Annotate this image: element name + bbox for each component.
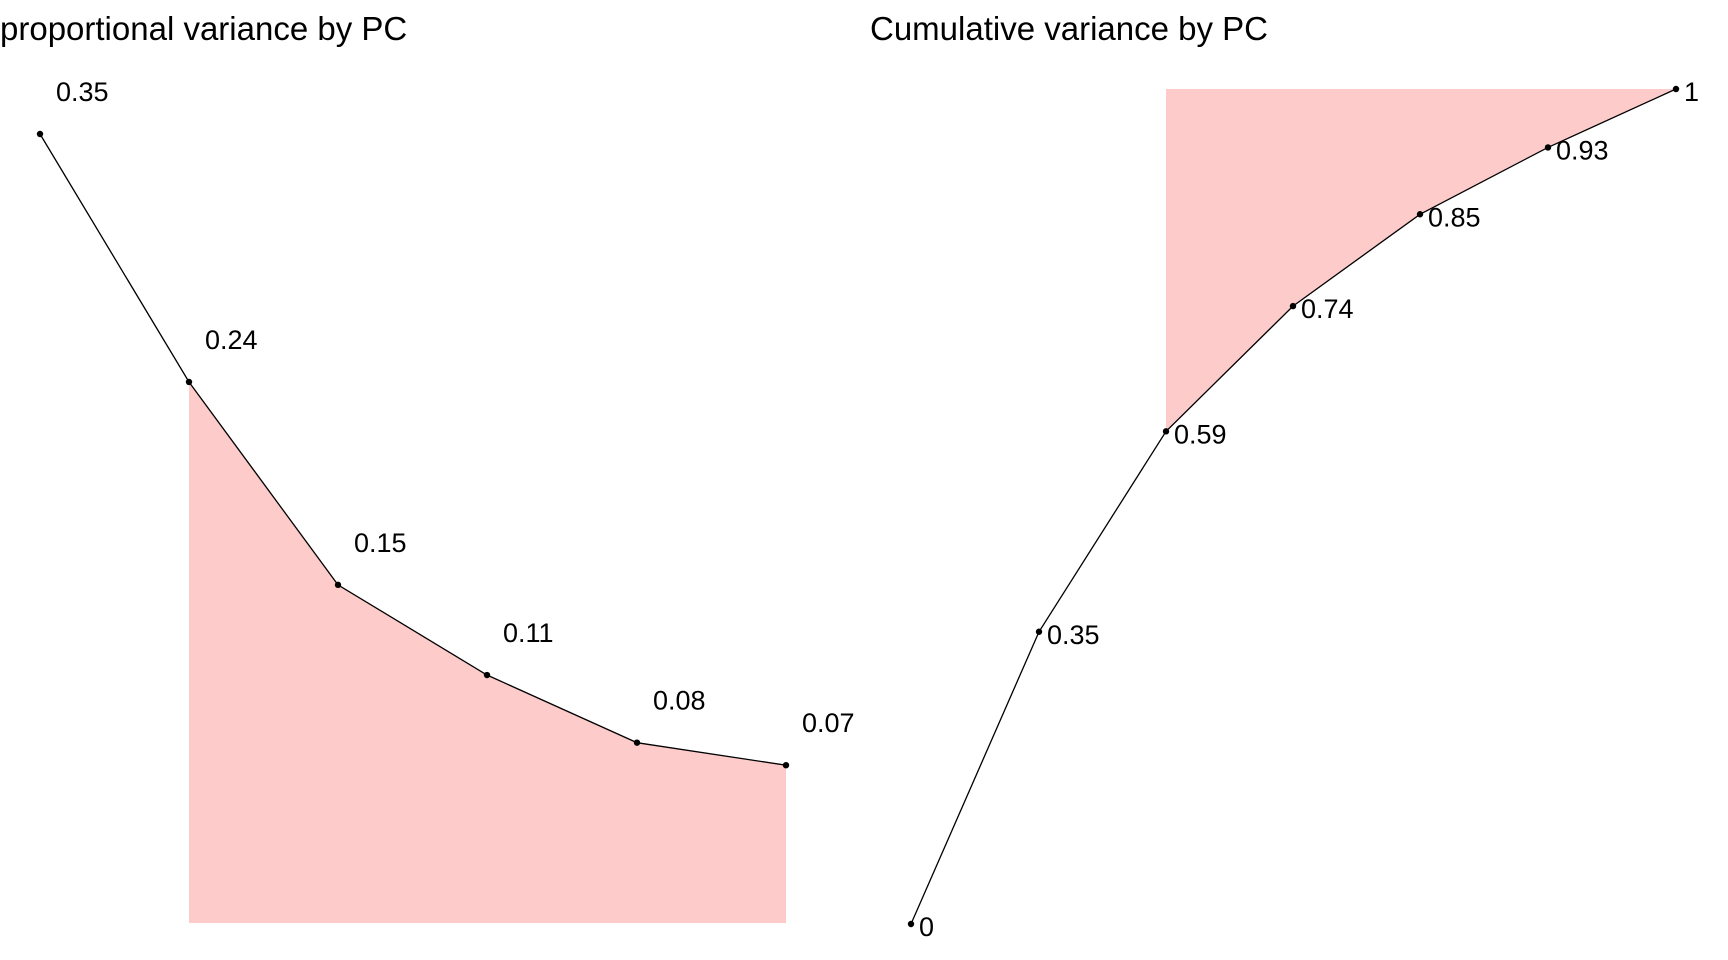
data-label: 0.74 [1301,294,1354,324]
proportional-variance-chart: proportional variance by PC 0.35 0.24 0.15… [0,10,855,923]
data-point [907,920,915,928]
data-label: 0.35 [1047,620,1100,650]
data-label: 0.07 [802,708,855,738]
data-label: 0.93 [1556,135,1609,165]
data-label: 0.85 [1428,202,1481,232]
data-label: 0.11 [503,618,554,648]
data-label: 0.24 [205,325,258,355]
cumulative-variance-chart: Cumulative variance by PC 00.350.590.740… [870,10,1699,942]
data-point [36,130,44,138]
data-point [1672,85,1680,93]
data-label: 0.59 [1174,419,1227,449]
data-point [1289,302,1297,310]
data-point [1544,144,1552,151]
shaded-area [189,382,786,923]
chart-title: Cumulative variance by PC [870,10,1268,47]
data-point [1416,211,1424,218]
data-label: 0.35 [56,77,109,107]
data-label: 0.08 [653,686,706,716]
data-label: 1 [1684,77,1699,107]
data-label: 0 [919,912,934,942]
plot-area: 0.35 0.24 0.15 0.11 0.08 0.07 [36,77,855,923]
series-line [39,133,787,766]
data-label: 0.15 [354,528,407,558]
chart-title: proportional variance by PC [0,10,407,47]
data-point [334,581,342,589]
shaded-area [1166,89,1676,432]
data-point [483,671,491,679]
data-point [782,762,790,769]
data-point [185,378,193,386]
data-point [1162,428,1170,435]
data-point [633,739,641,746]
plot-area: 0 0.35 0.59 0.74 0.85 0.93 1 [907,77,1699,942]
data-point [1035,628,1043,635]
